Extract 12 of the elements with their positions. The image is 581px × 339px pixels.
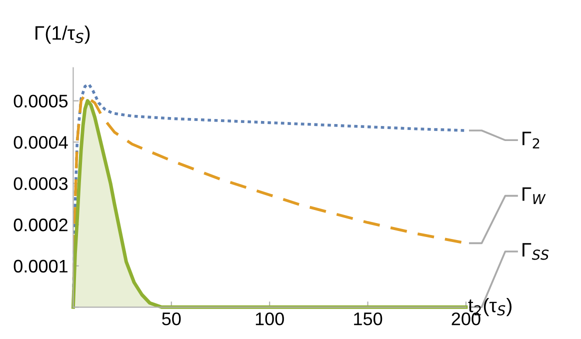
x-tick-label: 50 [162,312,181,326]
x-tick-label: 150 [354,312,382,326]
text: Γ$_{SS}$ [522,243,549,260]
y-tick-label: 0.0003 [14,177,68,190]
x-tick-label: 100 [256,312,284,326]
y-axis-title: Γ(1/τ$_{S}$) [36,26,90,44]
y-tick-label: 0.0004 [14,136,68,149]
y-tick-label: 0.0001 [14,260,68,273]
y-tick-label: 0.0005 [14,94,68,108]
text: Γ$_{W}$ [522,187,546,204]
text: Γ$_{2}$ [522,132,540,148]
y-tick-label: 0.0002 [14,218,68,232]
